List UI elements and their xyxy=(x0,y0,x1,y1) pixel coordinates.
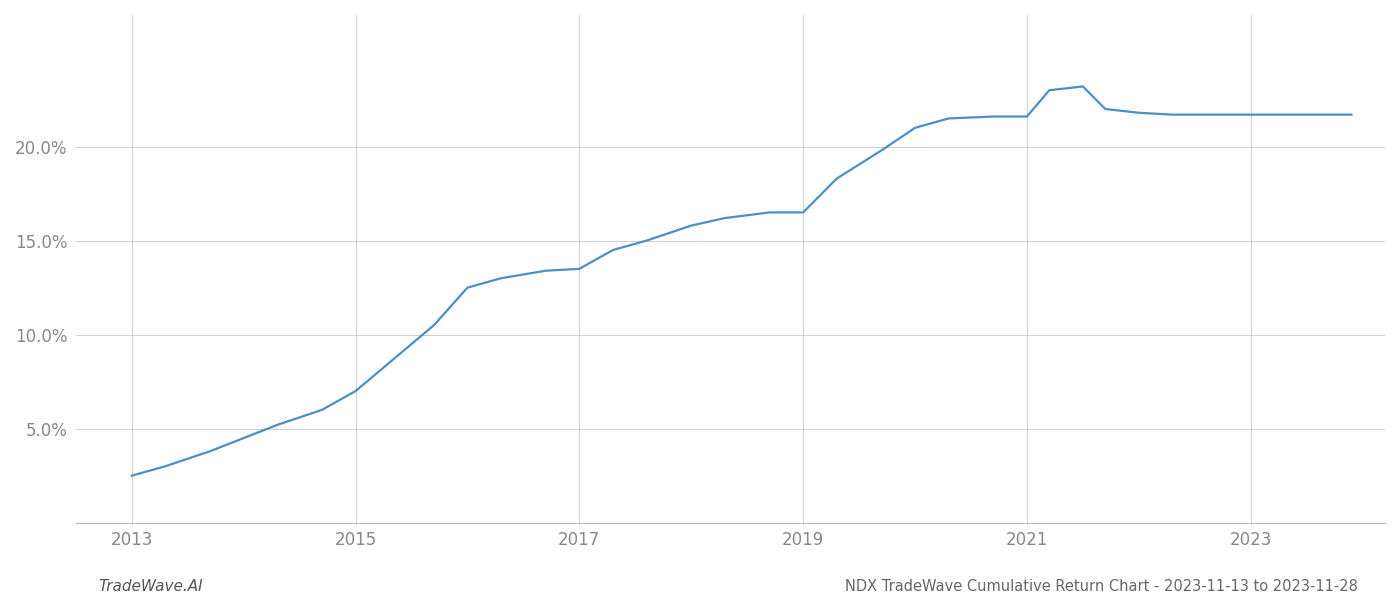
Text: NDX TradeWave Cumulative Return Chart - 2023-11-13 to 2023-11-28: NDX TradeWave Cumulative Return Chart - … xyxy=(846,579,1358,594)
Text: TradeWave.AI: TradeWave.AI xyxy=(98,579,203,594)
